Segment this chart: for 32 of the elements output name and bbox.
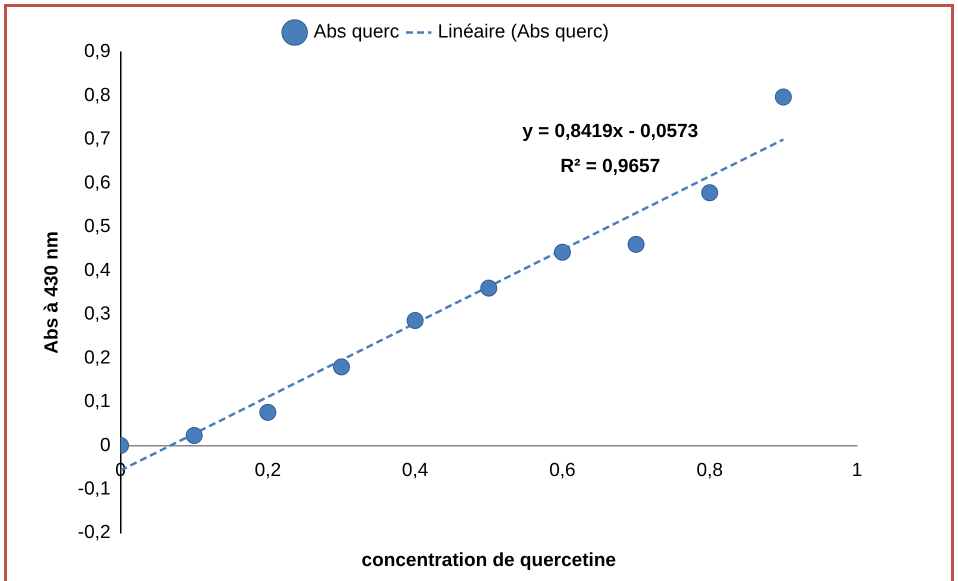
- point: [406, 312, 424, 329]
- y-tick-label: 0,6: [84, 172, 111, 194]
- point: [480, 280, 498, 297]
- y-tick-label: 0,1: [84, 391, 111, 412]
- x-tick-label: 1: [852, 460, 862, 482]
- y-tick-label: 0,8: [84, 84, 111, 106]
- x-tick-label: 0,2: [254, 460, 282, 482]
- x-tick-label: 0,4: [402, 460, 429, 482]
- y-tick-label: 0,3: [84, 304, 111, 325]
- point: [701, 184, 718, 202]
- point: [332, 358, 350, 376]
- y-tick-label: 0,4: [84, 260, 111, 281]
- x-tick-label: 0,6: [549, 460, 576, 482]
- point: [774, 88, 792, 106]
- y-tick-label: 0,2: [84, 347, 111, 368]
- annotation: R² = 0,9657: [560, 156, 660, 178]
- legend-label: Abs querc: [314, 22, 400, 43]
- point: [186, 426, 203, 444]
- y-tick-label: 0: [100, 434, 111, 456]
- y-tick-label: 0,9: [84, 41, 111, 62]
- legend-label: Linéaire (Abs querc): [438, 22, 609, 43]
- y-axis-title: Abs à 430 nm: [42, 231, 63, 354]
- point: [554, 244, 571, 261]
- point: [259, 404, 276, 421]
- y-tick-label: -0,1: [78, 478, 111, 500]
- y-tick-label: 0,7: [84, 128, 111, 150]
- annotation: y = 0,8419x - 0,0573: [522, 121, 698, 142]
- y-tick-label: 0,5: [84, 216, 111, 238]
- x-axis-title: concentration de quercetine: [362, 550, 616, 572]
- y-tick-label: -0,2: [78, 522, 111, 544]
- point: [628, 236, 645, 253]
- x-tick-label: 0,8: [696, 460, 723, 482]
